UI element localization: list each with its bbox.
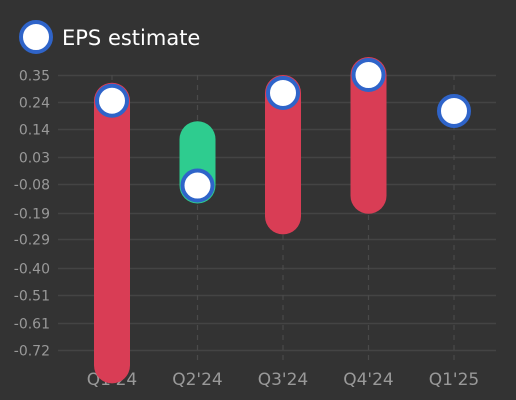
- estimate-marker: [351, 58, 386, 92]
- y-tick-label: -0.51: [14, 289, 50, 305]
- y-tick-label: 0.14: [19, 123, 50, 139]
- estimate-marker: [437, 93, 471, 128]
- y-tick-label: -0.29: [14, 233, 50, 249]
- y-tick-label: 0.35: [19, 69, 50, 85]
- y-tick-label: -0.40: [14, 262, 50, 278]
- y-tick-label: -0.72: [14, 344, 50, 360]
- y-tick-label: -0.08: [14, 178, 50, 194]
- x-tick-label: Q3'24: [258, 370, 309, 390]
- x-tick-label: Q2'24: [172, 370, 223, 390]
- y-tick-label: 0.24: [19, 96, 50, 112]
- result-bars: [94, 57, 387, 384]
- y-tick-label: -0.19: [14, 207, 50, 223]
- estimate-markers: [95, 58, 471, 203]
- y-tick-label: -0.61: [14, 317, 50, 333]
- x-tick-label: Q1'25: [429, 370, 480, 390]
- legend-label[interactable]: EPS estimate: [62, 26, 200, 50]
- legend-marker-icon: [19, 20, 53, 54]
- x-tick-label: Q4'24: [343, 370, 394, 390]
- estimate-marker: [266, 75, 300, 110]
- y-tick-label: 0.03: [19, 151, 50, 167]
- estimate-marker: [95, 83, 129, 118]
- estimate-marker: [180, 168, 215, 203]
- y-axis-ticks: 0.35 0.24 0.14 0.03 -0.08 -0.19 -0.29 -0.40 -0.5…: [14, 69, 50, 360]
- legend[interactable]: EPS estimate: [19, 20, 200, 54]
